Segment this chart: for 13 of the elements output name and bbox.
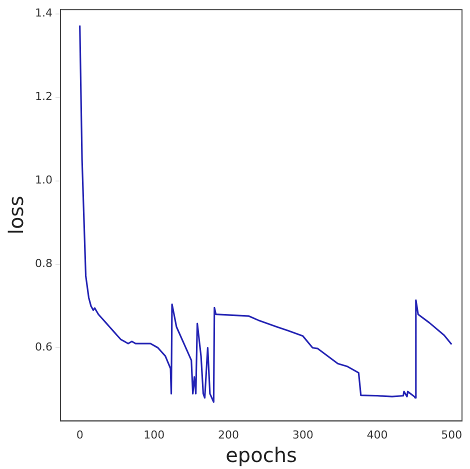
y-tick-label: 1.4	[34, 6, 52, 20]
y-axis-title: loss	[4, 196, 28, 235]
x-tick-label: 0	[76, 428, 84, 442]
x-tick-label: 500	[441, 428, 462, 442]
y-tick-label: 1.0	[34, 174, 52, 187]
y-tick-label: 0.6	[34, 340, 52, 354]
x-axis-title: epochs	[226, 443, 297, 468]
y-tick-label: 0.8	[34, 257, 52, 270]
x-tick-label: 400	[366, 428, 388, 442]
x-tick-label: 100	[144, 428, 165, 442]
x-tick-label: 300	[292, 428, 314, 442]
x-tick-label: 200	[218, 428, 240, 442]
y-tick-label: 1.2	[34, 90, 52, 104]
